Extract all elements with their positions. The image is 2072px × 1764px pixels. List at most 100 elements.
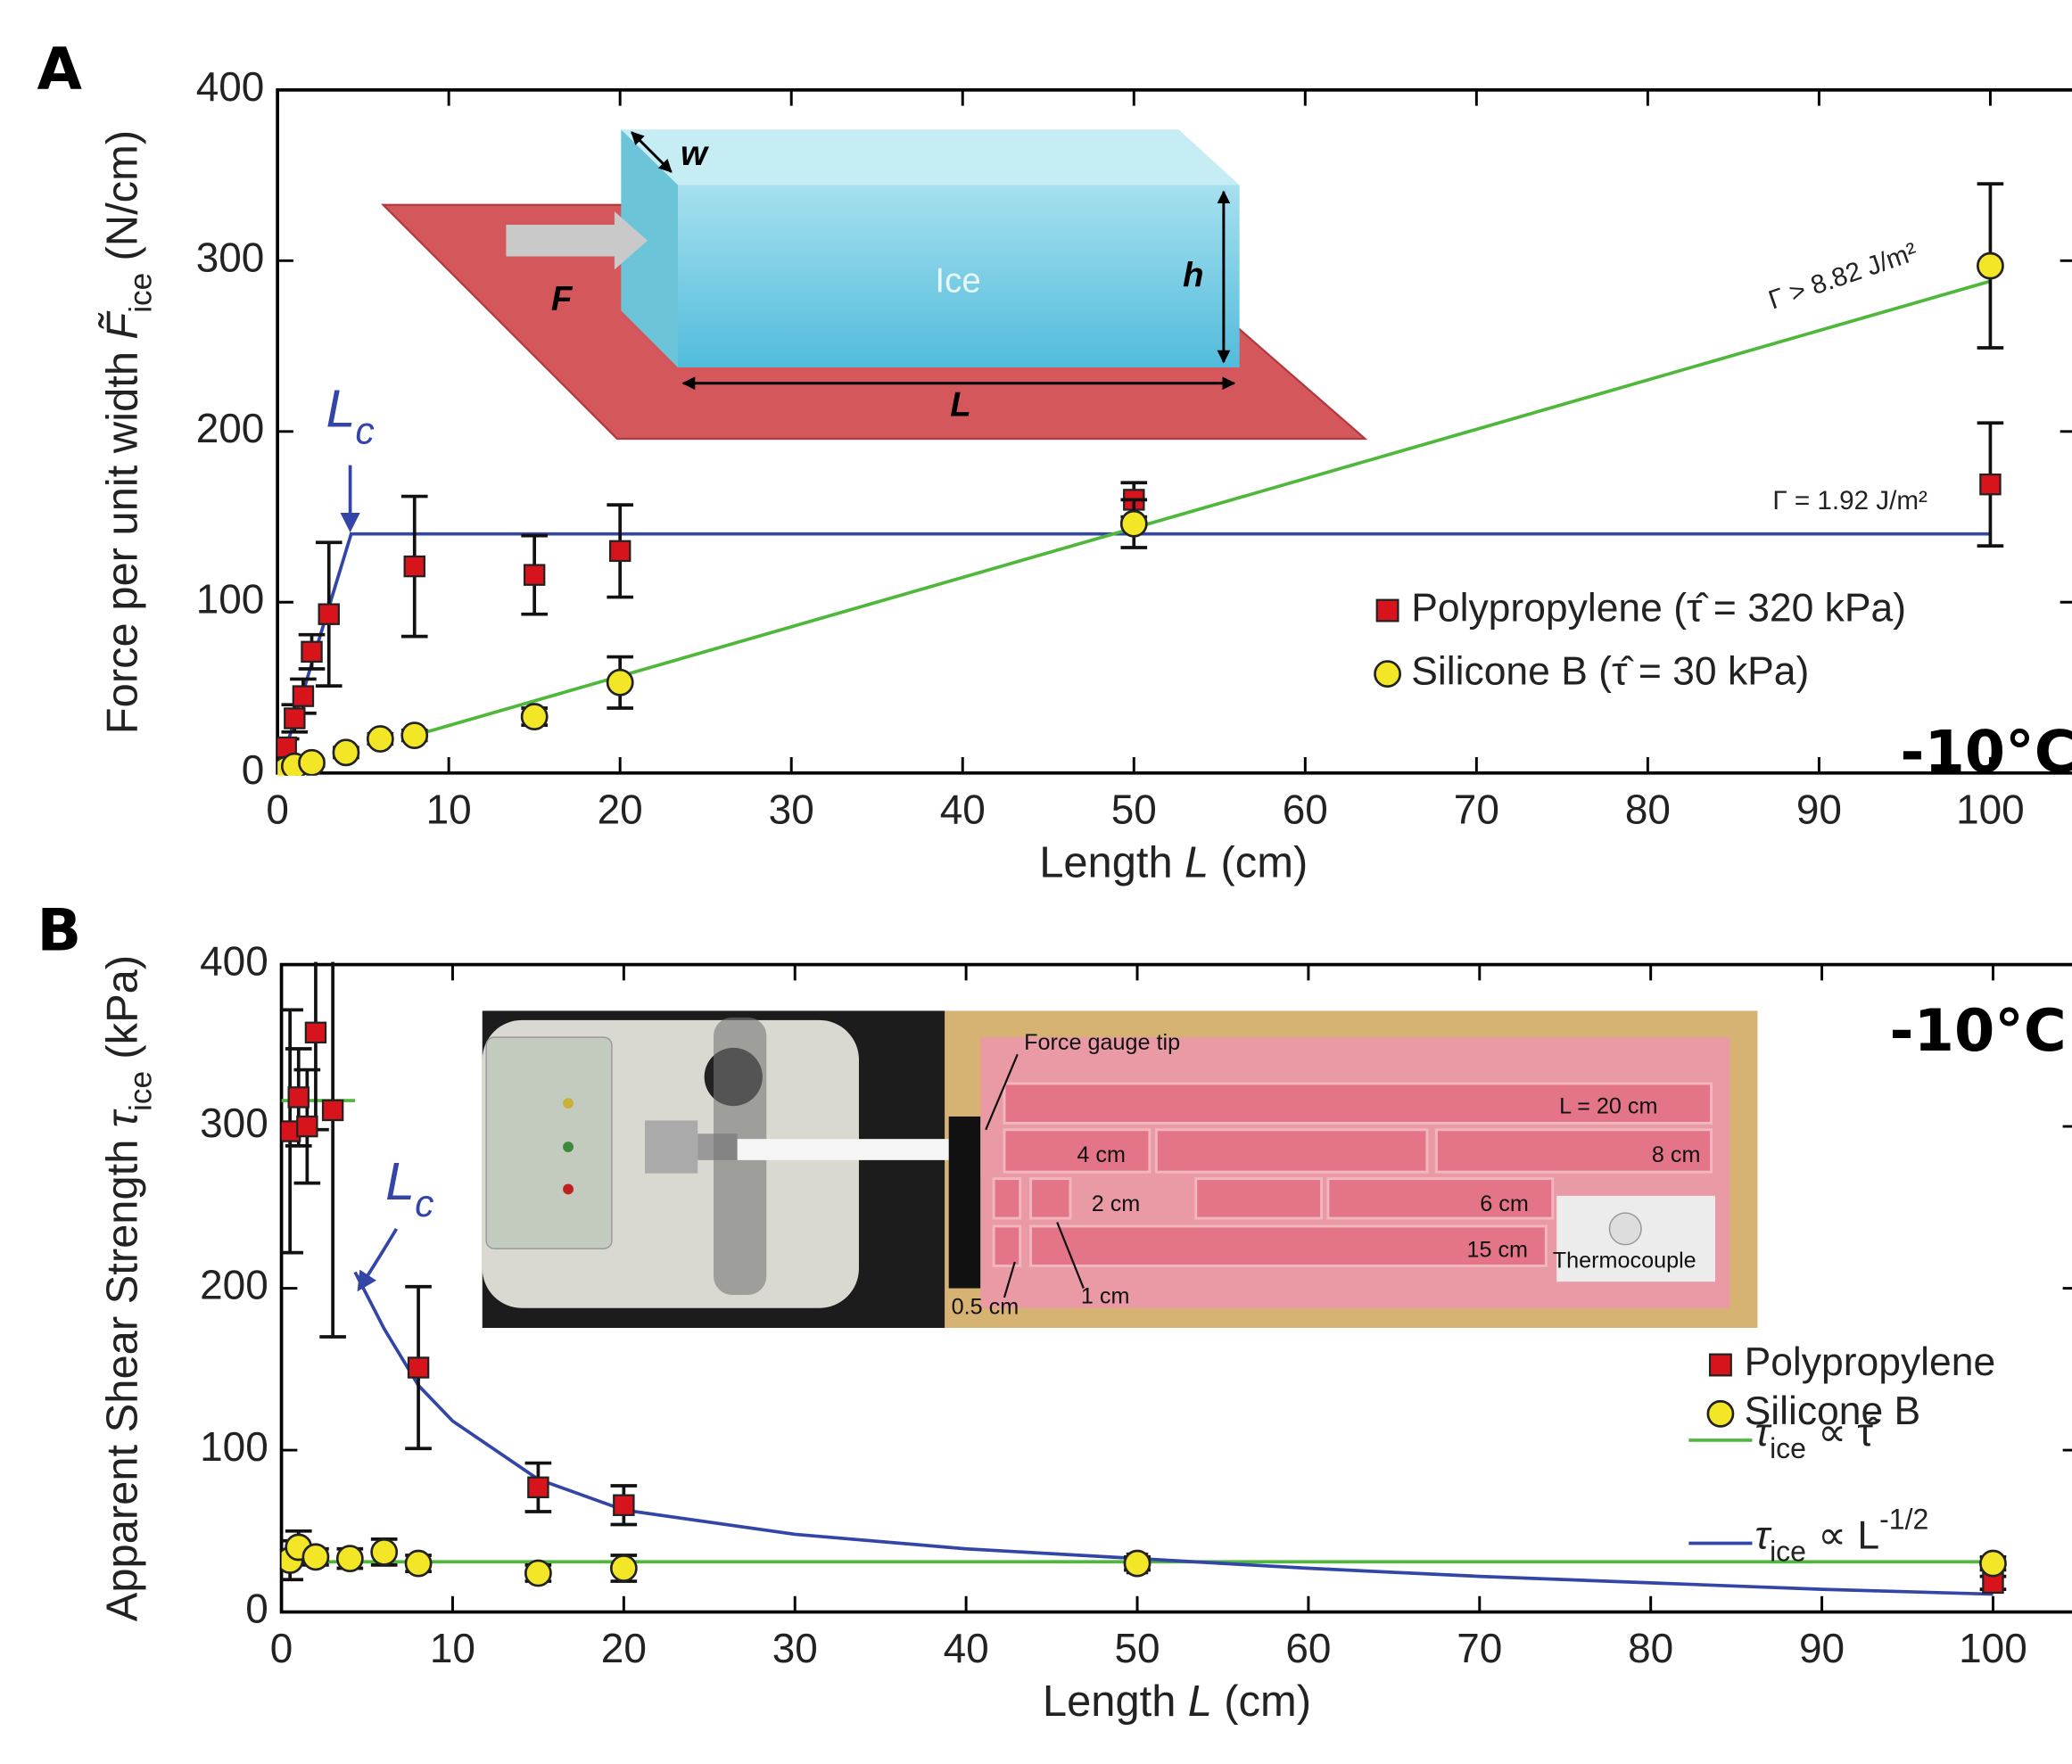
x-tick-label: 40 bbox=[940, 786, 986, 832]
x-tick-label: 90 bbox=[1796, 786, 1842, 832]
x-axis-label-part: Length bbox=[1043, 1677, 1176, 1726]
x-axis-label-part: (cm) bbox=[1221, 838, 1308, 886]
legend-label-part: ice bbox=[1770, 1536, 1806, 1568]
marker bbox=[1977, 253, 2002, 278]
photo-label: 0.5 cm bbox=[952, 1294, 1019, 1319]
led bbox=[563, 1142, 574, 1152]
marker bbox=[525, 1561, 550, 1586]
critical-length-part: L bbox=[326, 378, 355, 438]
photo-label: 8 cm bbox=[1652, 1142, 1701, 1167]
critical-length-part: L bbox=[385, 1151, 415, 1211]
marker bbox=[528, 1478, 548, 1497]
marker bbox=[367, 726, 392, 751]
figure: w F Ice h L Force gauge tip L = 20 cm 4 … bbox=[0, 0, 2072, 1764]
gauge-screen bbox=[486, 1037, 612, 1249]
y-tick-label: 200 bbox=[200, 1262, 268, 1308]
critical-length-part: c bbox=[415, 1183, 433, 1225]
photo-label: 15 cm bbox=[1466, 1238, 1528, 1263]
marker bbox=[372, 1539, 397, 1564]
marker bbox=[323, 1100, 343, 1120]
legend-label-part: -1/2 bbox=[1879, 1504, 1928, 1536]
marker bbox=[293, 686, 313, 705]
marker bbox=[303, 1545, 328, 1570]
x-tick-label: 60 bbox=[1283, 786, 1328, 832]
y-axis-label-part: ice bbox=[124, 273, 159, 313]
inset-label: F bbox=[551, 280, 574, 318]
y-axis-label-part: Apparent Shear Strength bbox=[99, 1140, 147, 1622]
x-tick-label: 20 bbox=[601, 1625, 647, 1671]
x-axis-label: LengthL(cm) bbox=[1043, 1677, 1311, 1726]
x-tick-label: 30 bbox=[769, 786, 814, 832]
x-tick-label: 40 bbox=[944, 1625, 989, 1671]
marker bbox=[1125, 1551, 1150, 1576]
x-tick-label: 20 bbox=[598, 786, 643, 832]
marker bbox=[406, 1551, 431, 1576]
x-axis-label-part: L bbox=[1188, 1677, 1212, 1726]
y-tick-label: 400 bbox=[200, 938, 268, 985]
y-axis-label: Apparent Shear Strengthτice(kPa) bbox=[99, 955, 159, 1621]
marker bbox=[334, 740, 359, 765]
photo-label: Thermocouple bbox=[1553, 1249, 1696, 1274]
thermocouple-bolt bbox=[1609, 1213, 1641, 1245]
legend-label: τice∝ L-1/2 bbox=[1754, 1504, 1928, 1568]
temperature: -10°C bbox=[1890, 997, 2067, 1065]
y-axis-label: Force per unit width F̃ice (N/cm) bbox=[99, 130, 159, 734]
x-tick-label: 30 bbox=[772, 1625, 818, 1671]
marker bbox=[611, 1555, 636, 1580]
inset-label: h bbox=[1183, 256, 1204, 294]
panel-label: B bbox=[37, 897, 81, 965]
inset-diagram: w F Ice h L bbox=[384, 129, 1366, 439]
inset-label: L bbox=[950, 386, 971, 425]
y-tick-label: 100 bbox=[196, 575, 265, 622]
strip bbox=[1156, 1130, 1427, 1172]
x-tick-label: 80 bbox=[1628, 1625, 1673, 1671]
ice-top bbox=[621, 129, 1239, 185]
y-tick-label: 300 bbox=[200, 1100, 268, 1146]
inset-label: w bbox=[681, 135, 709, 173]
y-axis-label-part: F̃ bbox=[99, 310, 147, 340]
marker bbox=[337, 1546, 362, 1571]
y-axis-label-part: Force per unit width bbox=[99, 351, 147, 734]
temperature: -10°C bbox=[1900, 719, 2072, 787]
x-tick-label: 60 bbox=[1285, 1625, 1331, 1671]
photo-label: 6 cm bbox=[1480, 1191, 1529, 1216]
annotation: Γ = 1.92 J/m² bbox=[1772, 486, 1928, 515]
marker bbox=[1980, 1551, 2005, 1576]
x-tick-label: 70 bbox=[1454, 786, 1499, 832]
x-axis-label-part: (cm) bbox=[1224, 1677, 1311, 1726]
y-axis-label-part: (N/cm) bbox=[99, 130, 147, 261]
x-tick-label: 0 bbox=[270, 1625, 293, 1671]
legend-marker bbox=[1377, 600, 1399, 622]
x-tick-label: 10 bbox=[430, 1625, 475, 1671]
photo-label: Force gauge tip bbox=[1024, 1030, 1180, 1055]
marker bbox=[1980, 474, 2000, 494]
marker bbox=[289, 1087, 309, 1107]
x-tick-label: 10 bbox=[426, 786, 472, 832]
marker bbox=[1121, 511, 1146, 536]
x-tick-label: 50 bbox=[1111, 786, 1157, 832]
marker bbox=[610, 541, 630, 561]
marker bbox=[524, 565, 544, 585]
marker bbox=[306, 1023, 326, 1043]
gauge-nut bbox=[645, 1120, 698, 1173]
legend-label: Polypropylene (τ̂ = 320 kPa) bbox=[1411, 586, 1906, 630]
y-tick-label: 0 bbox=[242, 746, 265, 793]
marker bbox=[299, 750, 324, 775]
legend-marker bbox=[1375, 662, 1400, 687]
led bbox=[563, 1184, 574, 1195]
marker bbox=[319, 605, 339, 624]
marker bbox=[285, 708, 304, 728]
critical-length: Lc bbox=[385, 1151, 433, 1226]
y-axis-label-part: ice bbox=[124, 1071, 159, 1111]
critical-length: Lc bbox=[326, 378, 374, 453]
legend-marker bbox=[1710, 1355, 1731, 1376]
annotation: Γ > 8.82 J/m² bbox=[1765, 237, 1921, 316]
marker bbox=[607, 670, 632, 695]
y-axis-label-part: (kPa) bbox=[99, 955, 147, 1059]
led bbox=[563, 1098, 574, 1109]
marker bbox=[402, 723, 427, 748]
photo-label: L = 20 cm bbox=[1559, 1093, 1657, 1118]
inset-photo: Force gauge tip L = 20 cm 4 cm 8 cm 2 cm… bbox=[483, 1010, 1758, 1328]
x-tick-label: 0 bbox=[266, 786, 289, 832]
